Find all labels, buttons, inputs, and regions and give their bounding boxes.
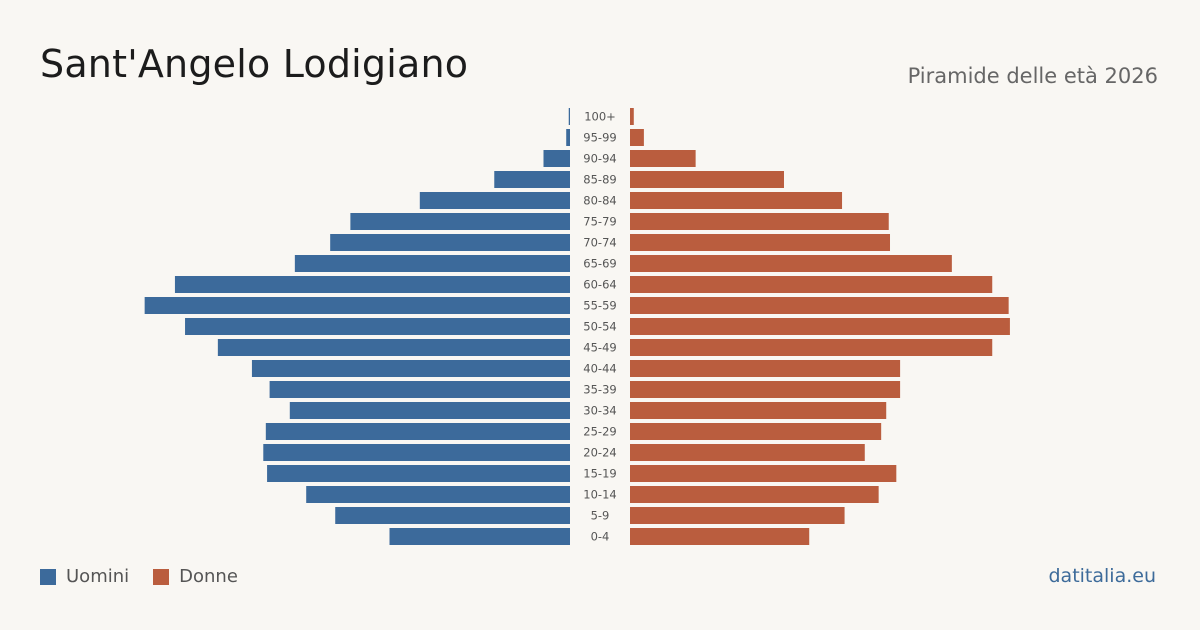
bar-women-70-74 [630,234,891,251]
bar-women-20-24 [630,444,865,461]
bar-women-60-64 [630,276,993,293]
bar-women-85-89 [630,171,784,188]
bar-men-95-99 [566,129,570,146]
bar-men-60-64 [174,276,570,293]
age-label: 10-14 [583,488,616,502]
bar-men-5-9 [335,507,570,524]
age-label: 100+ [584,110,616,124]
bar-women-80-84 [630,192,843,209]
bar-women-40-44 [630,360,901,377]
age-label: 50-54 [583,320,616,334]
bar-men-40-44 [251,360,571,377]
bar-men-85-89 [494,171,570,188]
legend-label-women: Donne [179,566,238,587]
bar-men-15-19 [267,465,570,482]
age-label: 25-29 [583,425,616,439]
age-label: 45-49 [583,341,616,355]
bar-women-30-34 [630,402,887,419]
bar-women-45-49 [630,339,993,356]
age-label: 70-74 [583,236,616,250]
bar-women-25-29 [630,423,882,440]
age-label: 85-89 [583,173,616,187]
legend-item-women: Donne [153,566,238,587]
age-label: 20-24 [583,446,616,460]
bar-men-65-69 [294,255,570,272]
age-label: 35-39 [583,383,616,397]
bar-men-25-29 [265,423,570,440]
bar-men-90-94 [543,150,570,167]
bar-women-95-99 [630,129,644,146]
age-label: 15-19 [583,467,616,481]
age-label: 30-34 [583,404,616,418]
bar-men-100+ [568,108,570,125]
bar-women-65-69 [630,255,952,272]
age-label: 95-99 [583,131,616,145]
age-label: 75-79 [583,215,616,229]
bar-men-45-49 [217,339,570,356]
legend-swatch-women [153,568,170,585]
bar-women-10-14 [630,486,879,503]
age-label: 65-69 [583,257,616,271]
bar-men-35-39 [269,381,570,398]
bar-women-0-4 [630,528,810,545]
bar-men-50-54 [185,318,570,335]
brand-link[interactable]: datitalia.eu [1048,565,1157,587]
age-label: 60-64 [583,278,616,292]
age-label: 90-94 [583,152,616,166]
age-label: 0-4 [591,530,610,544]
legend: Uomini Donne [40,566,252,587]
bar-women-75-79 [630,213,889,230]
bar-men-75-79 [350,213,570,230]
bar-women-5-9 [630,507,845,524]
bar-women-100+ [630,108,634,125]
bar-men-20-24 [263,444,570,461]
age-label: 40-44 [583,362,616,376]
bar-men-80-84 [419,192,570,209]
age-label: 55-59 [583,299,616,313]
bar-men-55-59 [144,297,570,314]
age-label: 5-9 [591,509,610,523]
bar-women-50-54 [630,318,1010,335]
legend-item-men: Uomini [40,566,129,587]
legend-swatch-men [40,568,56,585]
age-label: 80-84 [583,194,616,208]
bar-women-55-59 [630,297,1009,314]
bar-men-70-74 [330,234,570,251]
bar-women-15-19 [630,465,897,482]
chart-title: Sant'Angelo Lodigiano [40,42,469,86]
bar-women-90-94 [630,150,696,167]
bar-men-10-14 [306,486,570,503]
bar-men-0-4 [389,528,570,545]
bar-men-30-34 [289,402,570,419]
legend-label-men: Uomini [66,566,130,587]
bar-women-35-39 [630,381,901,398]
chart-subtitle: Piramide delle età 2026 [907,64,1158,88]
